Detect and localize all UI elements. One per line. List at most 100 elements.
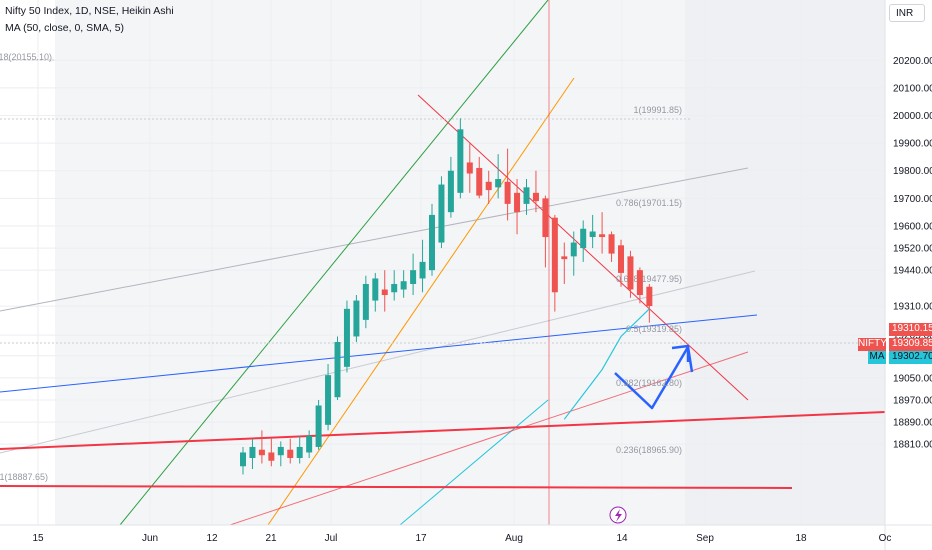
candle-body xyxy=(249,446,256,458)
candle-body xyxy=(315,405,322,447)
candle-body xyxy=(646,286,653,307)
horizontal-gridlines xyxy=(0,59,885,445)
price-axis-label: 18810.00 xyxy=(893,440,932,451)
candle-body xyxy=(343,308,350,367)
candle-body xyxy=(636,270,643,296)
time-axis-label: 21 xyxy=(265,533,277,544)
fib-label: 0.382(19162.80) xyxy=(616,378,682,388)
candle-body xyxy=(457,129,464,193)
candle-body xyxy=(419,261,426,279)
time-axis-label: 15 xyxy=(32,533,44,544)
price-axis-label: 18970.00 xyxy=(893,395,932,406)
candle-body xyxy=(551,217,558,293)
price-axis-label: 20200.00 xyxy=(893,56,932,67)
candle-body xyxy=(485,181,492,191)
nifty-symbol-tag: NIFTY xyxy=(858,338,887,351)
candles[interactable] xyxy=(240,118,653,475)
price-axis-label: 19800.00 xyxy=(893,166,932,177)
nifty-symbol-label: NIFTY xyxy=(858,338,887,349)
chart-title: Nifty 50 Index, 1D, NSE, Heikin Ashi xyxy=(5,5,174,17)
ma-symbol-tag: MA xyxy=(868,351,886,364)
price-axis-label: 18890.00 xyxy=(893,418,932,429)
projection-arrow xyxy=(614,345,694,410)
candle-body xyxy=(523,187,530,204)
fib-label: 0.5(19319.85) xyxy=(626,324,682,334)
price-axis-label: 19520.00 xyxy=(893,244,932,255)
candle-body xyxy=(362,283,369,320)
candle-body xyxy=(258,449,265,456)
time-axis-label: Oc xyxy=(879,533,892,544)
blue-trendline xyxy=(0,314,758,393)
candle-body xyxy=(391,283,398,293)
candle-body xyxy=(495,179,502,188)
price-tag-top: 19310.15 xyxy=(889,323,932,336)
fib-label: 0.236(18965.90) xyxy=(616,445,682,455)
ma-line xyxy=(563,308,650,420)
fib-label: 1(18887.65) xyxy=(0,472,48,482)
fib-label: 618(20155.10) xyxy=(0,52,52,62)
nifty-price-value: 19309.85 xyxy=(892,338,932,349)
candle-body xyxy=(570,242,577,257)
candle-body xyxy=(447,170,454,213)
red-rising-trendline xyxy=(229,351,749,526)
price-axis-label: 19900.00 xyxy=(893,139,932,150)
orange-trendline xyxy=(267,77,575,526)
future-shaded-zone xyxy=(685,0,885,525)
candle-body xyxy=(353,300,360,337)
ma-price-value: 19302.70 xyxy=(892,351,932,362)
candle-body xyxy=(580,228,587,249)
price-axis-label: 19440.00 xyxy=(893,266,932,277)
price-axis-label: 19310.00 xyxy=(893,302,932,313)
price-axis-label: 20100.00 xyxy=(893,83,932,94)
ma-symbol-label: MA xyxy=(869,351,885,362)
time-axis-label: 12 xyxy=(206,533,218,544)
candle-body xyxy=(608,234,615,254)
price-axis-label: 19700.00 xyxy=(893,194,932,205)
time-axis-label: 18 xyxy=(795,533,807,544)
candle-body xyxy=(599,234,606,238)
candle-body xyxy=(514,192,521,213)
projection-arrow-head xyxy=(671,344,690,362)
price-axis-label: 19050.00 xyxy=(893,373,932,384)
currency-selector[interactable]: INR xyxy=(889,4,925,22)
candle-body xyxy=(589,231,596,238)
candle-body xyxy=(325,375,332,425)
candle-body xyxy=(277,446,284,456)
grey-channel-upper xyxy=(0,167,749,312)
ma-price-tag: 19302.70 xyxy=(889,351,932,364)
fib-label: 0.786(19701.15) xyxy=(616,198,682,208)
candle-body xyxy=(306,435,313,453)
candle-body xyxy=(466,162,473,174)
ma-polyline xyxy=(563,308,650,420)
candle-body xyxy=(542,198,549,238)
fib-label: 1(19991.85) xyxy=(633,105,682,115)
fib-labels: 618(20155.10) 1(19991.85) 0.786(19701.15) 0… xyxy=(0,52,682,482)
candle-body xyxy=(476,167,483,196)
candle-body xyxy=(296,446,303,458)
green-channel-line xyxy=(119,0,549,526)
time-axis-label: 17 xyxy=(415,533,427,544)
red-base-line xyxy=(0,485,793,489)
time-axis-label: Jun xyxy=(142,533,158,544)
candle-body xyxy=(561,256,568,260)
drawing-tools[interactable] xyxy=(0,0,886,526)
price-axis[interactable]: 20200.00 20100.00 20000.00 19900.00 19800.00… xyxy=(893,56,932,451)
time-axis-label: Jul xyxy=(325,533,338,544)
candle-body xyxy=(438,184,445,243)
candle-body xyxy=(287,449,294,458)
candle-body xyxy=(268,452,275,461)
ma-legend: MA (50, close, 0, SMA, 5) xyxy=(5,22,125,34)
price-axis-label: 20000.00 xyxy=(893,111,932,122)
candle-body xyxy=(627,256,634,290)
candle-body xyxy=(429,214,435,271)
lightning-icon[interactable] xyxy=(609,506,627,524)
time-axis[interactable]: 15 Jun 12 21 Jul 17 Aug 14 Sep 18 Oc xyxy=(32,533,891,544)
grey-channel-lower xyxy=(0,270,756,454)
red-support-line xyxy=(0,411,886,450)
candle-body xyxy=(381,289,388,296)
candle-body xyxy=(532,192,539,202)
candle-body xyxy=(504,181,511,204)
time-axis-label: 14 xyxy=(616,533,628,544)
price-axis-label: 19205.00 xyxy=(893,331,932,342)
